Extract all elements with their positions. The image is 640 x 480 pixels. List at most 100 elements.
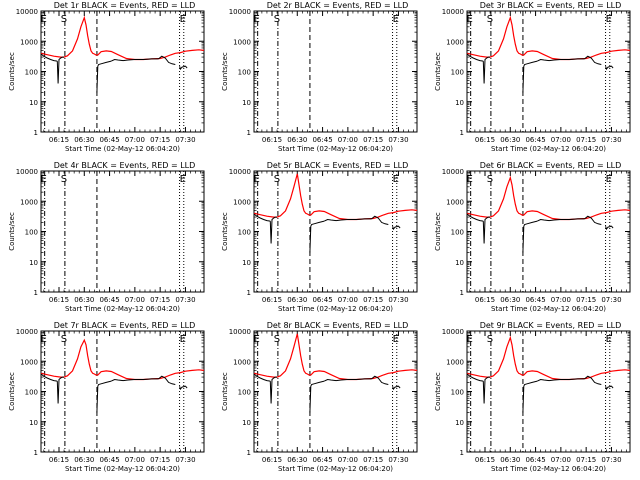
- events-series-line: [482, 376, 490, 404]
- lld-series-line: [253, 173, 418, 221]
- y-tick-label: 1000: [446, 198, 464, 206]
- y-tick-label: 10000: [229, 8, 251, 16]
- events-series-line: [466, 53, 484, 62]
- events-series-line: [253, 373, 271, 382]
- y-tick-label: 10000: [442, 168, 464, 176]
- x-tick-label: 07:15: [150, 456, 170, 464]
- events-series-line: [269, 216, 277, 244]
- time-marker-label: E: [253, 334, 259, 345]
- y-tick-label: 1000: [233, 198, 251, 206]
- x-tick-label: 07:00: [125, 136, 145, 144]
- detector-panel-9: Det 9r BLACK = Events, RED = LLD 1 10 100 10…: [434, 321, 631, 473]
- y-tick-label: 1: [460, 289, 464, 297]
- time-marker-label: S: [274, 334, 280, 345]
- y-tick-label: 1000: [446, 358, 464, 366]
- x-tick-label: 06:15: [49, 296, 69, 304]
- y-tick-label: 100: [238, 69, 251, 77]
- x-tick-label: 07:15: [150, 296, 170, 304]
- x-tick-label: 07:30: [601, 136, 621, 144]
- x-tick-label: 07:30: [175, 296, 195, 304]
- time-marker-label: E: [180, 174, 186, 185]
- y-tick-label: 100: [451, 229, 464, 237]
- time-marker-label: S: [487, 334, 493, 345]
- time-marker-label: E: [606, 174, 612, 185]
- time-marker-label: E: [606, 14, 612, 25]
- y-tick-label: 1000: [20, 38, 38, 46]
- x-tick-label: 06:30: [74, 456, 94, 464]
- x-tick-label: 06:45: [99, 296, 119, 304]
- x-axis-label: Start Time (02-May-12 06:04:20): [65, 305, 180, 313]
- y-tick-label: 10: [242, 99, 251, 107]
- events-series-line: [537, 218, 585, 222]
- y-tick-label: 10: [242, 419, 251, 427]
- time-marker-label: E: [606, 334, 612, 345]
- y-tick-label: 1000: [20, 358, 38, 366]
- time-marker-label: E: [393, 334, 399, 345]
- x-tick-label: 07:00: [338, 136, 358, 144]
- y-tick-label: 1000: [20, 198, 38, 206]
- events-series-line: [522, 220, 538, 253]
- time-marker-label: S: [274, 14, 280, 25]
- panel-title: Det 9r BLACK = Events, RED = LLD: [480, 321, 622, 330]
- y-tick-label: 100: [451, 389, 464, 397]
- x-tick-label: 06:15: [49, 456, 69, 464]
- y-tick-label: 10: [455, 259, 464, 267]
- events-series-line: [537, 58, 585, 62]
- y-tick-label: 1: [247, 449, 251, 457]
- time-marker-label: S: [61, 14, 67, 25]
- y-tick-label: 1: [460, 449, 464, 457]
- time-marker-label: S: [274, 174, 280, 185]
- x-tick-label: 06:15: [262, 296, 282, 304]
- events-series-line: [96, 60, 112, 93]
- detector-panel-5: Det 5r BLACK = Events, RED = LLD 1 10 100 10…: [221, 161, 418, 313]
- x-tick-label: 07:30: [175, 136, 195, 144]
- time-marker-label: E: [180, 334, 186, 345]
- events-series-line: [158, 375, 176, 385]
- panel-title: Det 5r BLACK = Events, RED = LLD: [267, 161, 409, 170]
- y-tick-label: 1000: [233, 38, 251, 46]
- time-marker-label: E: [180, 14, 186, 25]
- events-series-line: [158, 55, 176, 65]
- y-axis-label: Counts/sec: [221, 52, 229, 91]
- x-tick-label: 06:45: [525, 296, 545, 304]
- events-series-line: [584, 215, 602, 225]
- y-tick-label: 100: [238, 229, 251, 237]
- x-tick-label: 07:00: [338, 456, 358, 464]
- y-tick-label: 1: [34, 129, 38, 137]
- x-tick-label: 07:30: [388, 136, 408, 144]
- detector-panel-6: Det 6r BLACK = Events, RED = LLD 1 10 100 10…: [434, 161, 631, 313]
- x-tick-label: 07:15: [363, 456, 383, 464]
- panel-title: Det 6r BLACK = Events, RED = LLD: [480, 161, 622, 170]
- x-tick-label: 07:30: [601, 296, 621, 304]
- events-series-line: [269, 376, 277, 404]
- y-tick-label: 10: [29, 419, 38, 427]
- y-tick-label: 10: [242, 259, 251, 267]
- panel-title: Det 2r BLACK = Events, RED = LLD: [267, 1, 409, 10]
- events-series-line: [522, 380, 538, 413]
- y-tick-label: 10000: [229, 168, 251, 176]
- events-series-line: [584, 375, 602, 385]
- time-marker-label: E: [253, 14, 259, 25]
- events-series-line: [40, 53, 58, 62]
- events-series-line: [605, 65, 614, 71]
- x-tick-label: 07:15: [150, 136, 170, 144]
- lld-series-line: [466, 175, 631, 221]
- x-tick-label: 07:00: [125, 296, 145, 304]
- x-axis-label: Start Time (02-May-12 06:04:20): [491, 145, 606, 153]
- y-tick-label: 1: [247, 129, 251, 137]
- events-series-line: [522, 60, 538, 93]
- events-series-line: [392, 225, 401, 231]
- x-tick-label: 07:15: [576, 136, 596, 144]
- y-tick-label: 1: [460, 129, 464, 137]
- y-tick-label: 1: [247, 289, 251, 297]
- events-series-line: [324, 218, 372, 222]
- x-tick-label: 06:30: [287, 296, 307, 304]
- time-marker-label: S: [487, 14, 493, 25]
- y-tick-label: 10000: [16, 168, 38, 176]
- y-tick-label: 10000: [442, 8, 464, 16]
- x-tick-label: 07:15: [576, 456, 596, 464]
- events-series-line: [96, 380, 112, 413]
- x-tick-label: 07:30: [388, 296, 408, 304]
- y-axis-label: Counts/sec: [8, 372, 16, 411]
- time-marker-label: E: [40, 174, 46, 185]
